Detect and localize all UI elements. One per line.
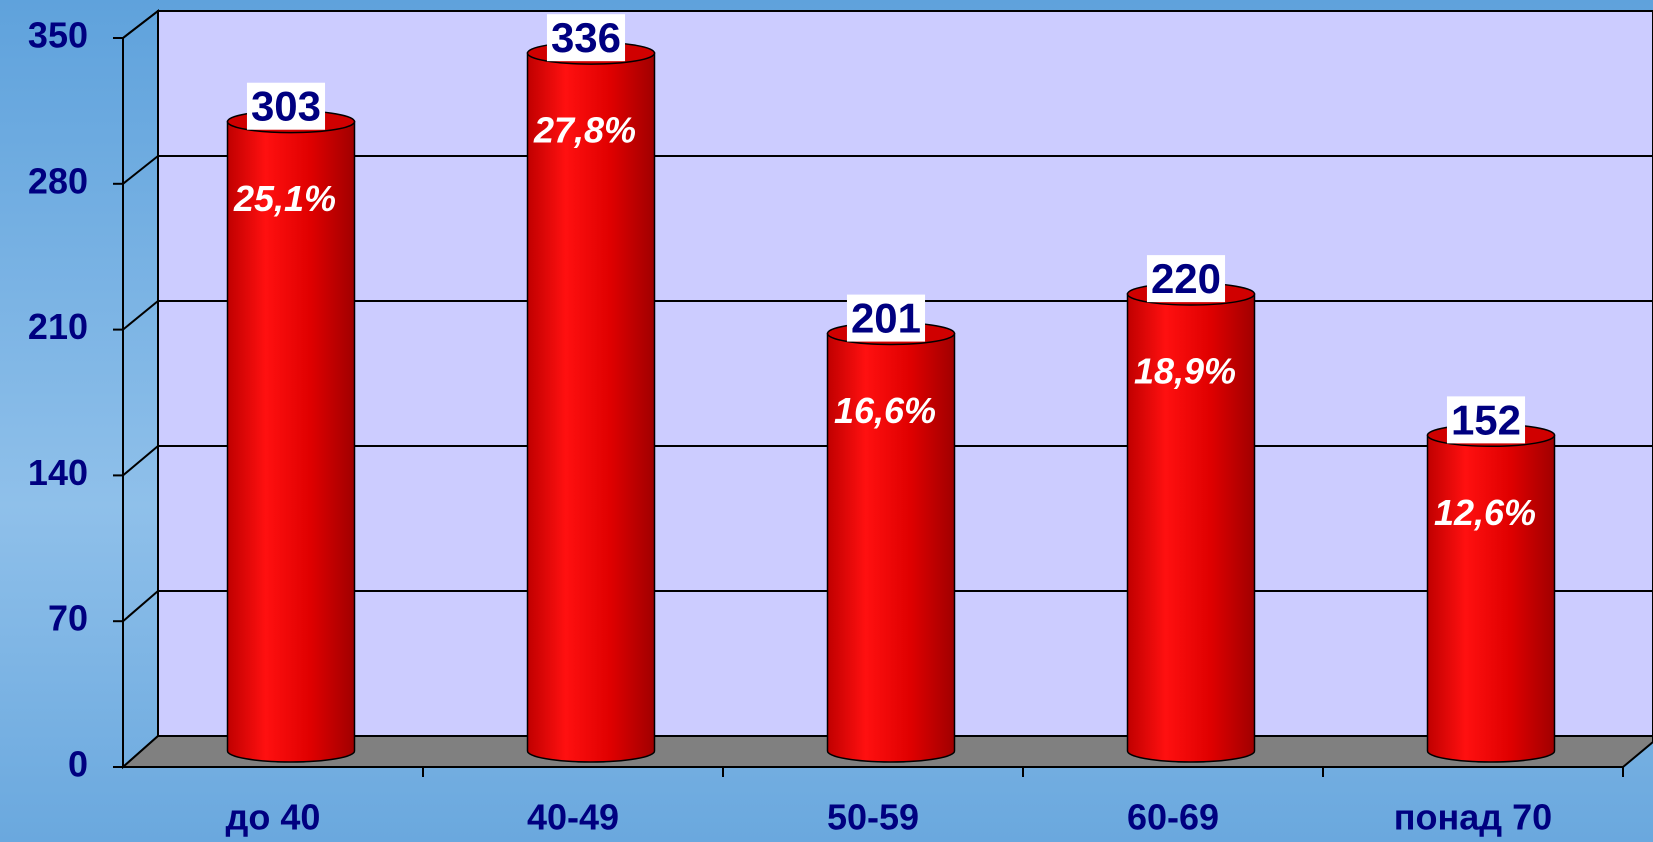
value-label: 152 <box>1451 396 1521 443</box>
grid-line <box>122 10 159 39</box>
y-tick-label: 140 <box>28 452 88 493</box>
x-tick-label: 40-49 <box>527 797 619 838</box>
value-label-box <box>1146 255 1226 303</box>
y-tick-label: 350 <box>28 15 88 56</box>
bar <box>1426 434 1556 763</box>
bar <box>1126 293 1256 763</box>
grid-line <box>122 445 159 477</box>
y-tick-label: 280 <box>28 160 88 201</box>
value-label-box <box>1446 396 1526 444</box>
y-tick-label: 0 <box>68 744 88 785</box>
value-label: 220 <box>1151 255 1221 302</box>
value-label: 303 <box>251 83 321 130</box>
value-label-box <box>546 14 626 62</box>
value-label-box <box>846 294 926 342</box>
grid-line <box>122 300 159 331</box>
bar <box>226 120 356 763</box>
value-label: 336 <box>551 14 621 61</box>
value-label: 201 <box>851 295 921 342</box>
x-tick-label: 50-59 <box>827 797 919 838</box>
share-label: 12,6% <box>1434 492 1536 533</box>
x-tick-label: понад 70 <box>1394 797 1552 838</box>
share-label: 27,8% <box>533 110 636 151</box>
grid-line <box>122 155 159 185</box>
y-tick-label: 210 <box>28 306 88 347</box>
x-tick-label: до 40 <box>226 797 321 838</box>
share-label: 18,9% <box>1134 351 1236 392</box>
grid-line <box>122 590 159 622</box>
share-label: 25,1% <box>233 178 336 219</box>
y-tick-label: 70 <box>48 598 88 639</box>
value-label-box <box>246 82 326 130</box>
share-label: 16,6% <box>834 390 936 431</box>
bar <box>826 332 956 763</box>
x-tick-label: 60-69 <box>1127 797 1219 838</box>
bar <box>526 52 656 763</box>
